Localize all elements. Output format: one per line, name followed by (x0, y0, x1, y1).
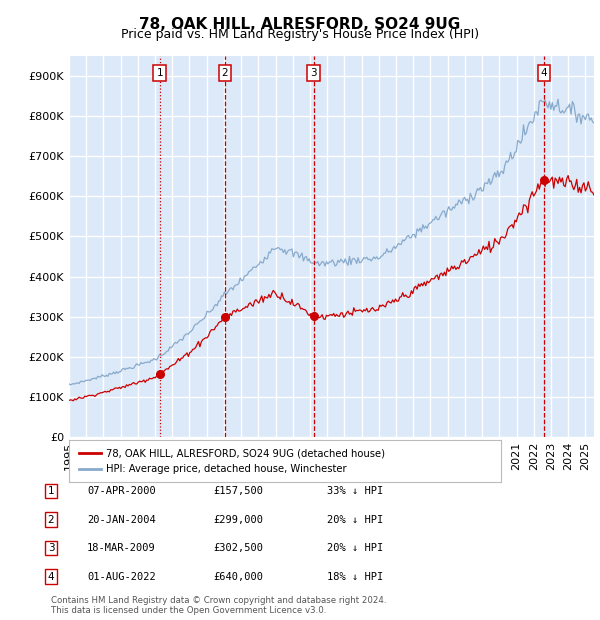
Text: £640,000: £640,000 (213, 572, 263, 582)
Text: 20-JAN-2004: 20-JAN-2004 (87, 515, 156, 525)
Legend: 78, OAK HILL, ALRESFORD, SO24 9UG (detached house), HPI: Average price, detached: 78, OAK HILL, ALRESFORD, SO24 9UG (detac… (74, 443, 390, 479)
Text: £299,000: £299,000 (213, 515, 263, 525)
Text: 1: 1 (47, 486, 55, 496)
Text: 1: 1 (157, 68, 163, 78)
Text: 3: 3 (47, 543, 55, 553)
Text: 20% ↓ HPI: 20% ↓ HPI (327, 543, 383, 553)
Text: 20% ↓ HPI: 20% ↓ HPI (327, 515, 383, 525)
Text: 2: 2 (221, 68, 228, 78)
Text: 78, OAK HILL, ALRESFORD, SO24 9UG: 78, OAK HILL, ALRESFORD, SO24 9UG (139, 17, 461, 32)
Text: 2: 2 (47, 515, 55, 525)
Text: 33% ↓ HPI: 33% ↓ HPI (327, 486, 383, 496)
Text: 07-APR-2000: 07-APR-2000 (87, 486, 156, 496)
Text: Price paid vs. HM Land Registry's House Price Index (HPI): Price paid vs. HM Land Registry's House … (121, 28, 479, 41)
Text: £302,500: £302,500 (213, 543, 263, 553)
Text: 4: 4 (541, 68, 547, 78)
Text: £157,500: £157,500 (213, 486, 263, 496)
Text: 3: 3 (310, 68, 317, 78)
Text: 01-AUG-2022: 01-AUG-2022 (87, 572, 156, 582)
Text: 18-MAR-2009: 18-MAR-2009 (87, 543, 156, 553)
Text: Contains HM Land Registry data © Crown copyright and database right 2024.
This d: Contains HM Land Registry data © Crown c… (51, 596, 386, 615)
Text: 18% ↓ HPI: 18% ↓ HPI (327, 572, 383, 582)
Text: 4: 4 (47, 572, 55, 582)
